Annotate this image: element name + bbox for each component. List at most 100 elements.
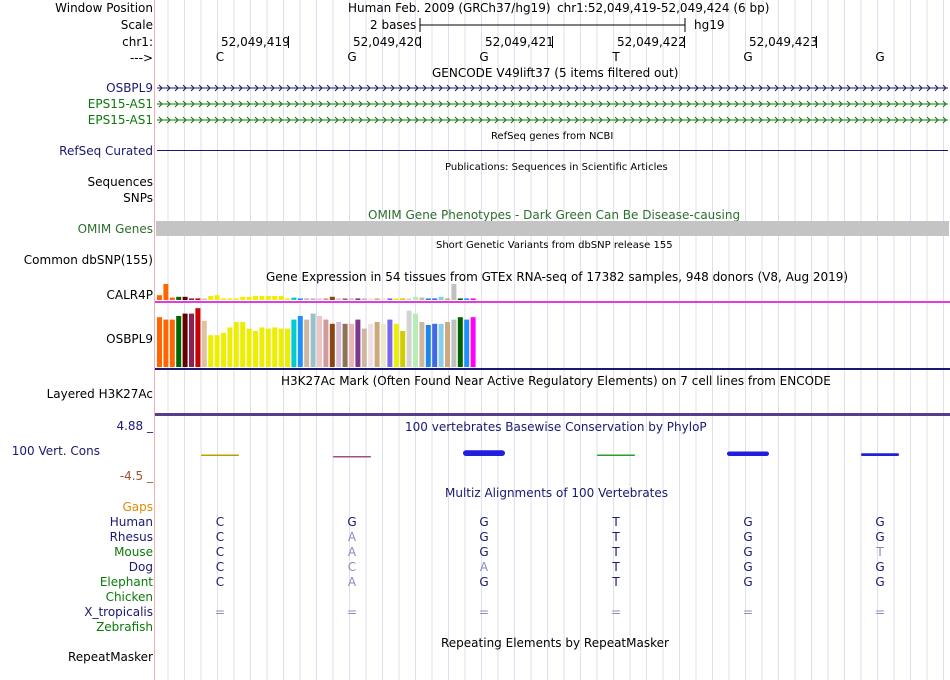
h3k27ac-track-bar[interactable] bbox=[155, 413, 950, 416]
alignment-base[interactable]: G bbox=[479, 515, 489, 529]
omim-label[interactable]: OMIM Genes bbox=[77, 222, 153, 236]
alignment-base[interactable]: T bbox=[612, 575, 620, 589]
multiz-title[interactable]: Multiz Alignments of 100 Vertebrates bbox=[445, 486, 669, 500]
alignment-base[interactable]: G bbox=[347, 515, 357, 529]
alignment-base[interactable]: A bbox=[347, 530, 357, 544]
omim-title[interactable]: OMIM Gene Phenotypes - Dark Green Can Be… bbox=[368, 208, 741, 222]
alignment-base[interactable]: G bbox=[479, 575, 489, 589]
gaps-label[interactable]: Gaps bbox=[122, 500, 153, 514]
gtex-title[interactable]: Gene Expression in 54 tissues from GTEx … bbox=[266, 270, 849, 284]
alignment-base[interactable]: T bbox=[876, 545, 884, 559]
refseq-label[interactable]: RefSeq Curated bbox=[59, 144, 153, 158]
reference-base[interactable]: T bbox=[612, 50, 620, 64]
alignment-base[interactable]: = bbox=[610, 605, 622, 619]
gene-label-eps15-as1-2[interactable]: EPS15-AS1 bbox=[87, 113, 153, 127]
alignment-base[interactable]: G bbox=[875, 560, 885, 574]
strand-arrow bbox=[430, 100, 435, 108]
strand-arrow bbox=[630, 116, 635, 124]
gtex-bar-calr4p bbox=[432, 298, 438, 300]
species-label[interactable]: Dog bbox=[128, 560, 153, 574]
h3k27ac-title[interactable]: H3K27Ac Mark (Often Found Near Active Re… bbox=[281, 374, 831, 388]
gtex-bar-calr4p bbox=[240, 296, 246, 300]
reference-base[interactable]: G bbox=[743, 50, 753, 64]
repeatmasker-label[interactable]: RepeatMasker bbox=[67, 650, 153, 664]
gtex-gene-calr4p[interactable]: CALR4P bbox=[106, 288, 153, 302]
species-label[interactable]: Zebrafish bbox=[96, 620, 153, 634]
reference-base[interactable]: G bbox=[347, 50, 357, 64]
gencode-title[interactable]: GENCODE V49lift37 (5 items filtered out) bbox=[432, 66, 679, 80]
alignment-base[interactable]: G bbox=[479, 530, 489, 544]
scale-bar bbox=[419, 18, 686, 32]
alignment-base[interactable]: G bbox=[479, 545, 489, 559]
gtex-bar-calr4p bbox=[323, 298, 329, 300]
alignment-base[interactable]: C bbox=[215, 530, 225, 544]
reference-base[interactable]: G bbox=[479, 50, 489, 64]
alignment-base[interactable]: G bbox=[743, 575, 753, 589]
gene-track-osbpl9[interactable] bbox=[157, 82, 948, 94]
gtex-gene-osbpl9[interactable]: OSBPL9 bbox=[106, 332, 153, 346]
alignment-base[interactable]: G bbox=[743, 515, 753, 529]
scale-text: 2 bases bbox=[370, 18, 417, 32]
strand-arrow bbox=[870, 116, 875, 124]
gtex-bar-osbpl9 bbox=[406, 310, 412, 367]
strand-arrow bbox=[774, 116, 779, 124]
alignment-base[interactable]: G bbox=[743, 560, 753, 574]
reference-base[interactable]: G bbox=[875, 50, 885, 64]
publications-title[interactable]: Publications: Sequences in Scientific Ar… bbox=[445, 162, 668, 173]
phylop-logo[interactable] bbox=[155, 440, 950, 470]
sequences-label[interactable]: Sequences bbox=[87, 175, 153, 189]
species-label[interactable]: Mouse bbox=[114, 545, 153, 559]
strand-arrow bbox=[878, 84, 883, 92]
strand-arrow bbox=[630, 100, 635, 108]
reference-base[interactable]: C bbox=[215, 50, 225, 64]
alignment-base[interactable]: = bbox=[346, 605, 358, 619]
alignment-base[interactable]: = bbox=[874, 605, 886, 619]
species-label[interactable]: Chicken bbox=[105, 590, 153, 604]
alignment-base[interactable]: C bbox=[347, 560, 357, 574]
snps-label[interactable]: SNPs bbox=[123, 191, 153, 205]
dbsnp-label[interactable]: Common dbSNP(155) bbox=[23, 253, 153, 267]
alignment-base[interactable]: G bbox=[743, 545, 753, 559]
alignment-base[interactable]: A bbox=[479, 560, 489, 574]
strand-arrow bbox=[318, 116, 323, 124]
alignment-base[interactable]: = bbox=[742, 605, 754, 619]
alignment-base[interactable]: T bbox=[612, 530, 620, 544]
species-label[interactable]: Elephant bbox=[99, 575, 153, 589]
alignment-base[interactable]: G bbox=[875, 530, 885, 544]
alignment-base[interactable]: = bbox=[214, 605, 226, 619]
alignment-base[interactable]: C bbox=[215, 560, 225, 574]
alignment-base[interactable]: T bbox=[612, 560, 620, 574]
species-label[interactable]: X_tropicalis bbox=[84, 605, 153, 619]
alignment-base[interactable]: G bbox=[875, 575, 885, 589]
position-readout[interactable]: chr1:52,049,419-52,049,424 (6 bp) bbox=[557, 1, 770, 15]
omim-feature-bar[interactable] bbox=[156, 221, 949, 236]
alignment-base[interactable]: G bbox=[743, 530, 753, 544]
h3k27ac-label[interactable]: Layered H3K27Ac bbox=[46, 387, 153, 401]
alignment-base[interactable]: T bbox=[612, 545, 620, 559]
alignment-base[interactable]: = bbox=[478, 605, 490, 619]
alignment-base[interactable]: G bbox=[875, 515, 885, 529]
gtex-bar-calr4p bbox=[304, 298, 310, 300]
alignment-base[interactable]: C bbox=[215, 575, 225, 589]
strand-arrow bbox=[502, 100, 507, 108]
phylop-label[interactable]: 100 Vert. Cons bbox=[11, 444, 100, 458]
phylop-title[interactable]: 100 vertebrates Basewise Conservation by… bbox=[405, 420, 707, 434]
refseq-title[interactable]: RefSeq genes from NCBI bbox=[491, 131, 614, 142]
repeatmasker-title[interactable]: Repeating Elements by RepeatMasker bbox=[441, 636, 669, 650]
alignment-base[interactable]: C bbox=[215, 515, 225, 529]
alignment-base[interactable]: C bbox=[215, 545, 225, 559]
alignment-base[interactable]: T bbox=[612, 515, 620, 529]
gene-track-eps15-as1[interactable] bbox=[157, 98, 948, 110]
gtex-expression-chart[interactable] bbox=[155, 282, 950, 370]
species-label[interactable]: Human bbox=[109, 515, 153, 529]
strand-arrow bbox=[862, 116, 867, 124]
alignment-base[interactable]: A bbox=[347, 575, 357, 589]
refseq-track-line[interactable] bbox=[157, 150, 948, 151]
strand-arrow bbox=[190, 84, 195, 92]
dbsnp-title[interactable]: Short Genetic Variants from dbSNP releas… bbox=[436, 240, 673, 251]
gene-label-osbpl9[interactable]: OSBPL9 bbox=[106, 81, 153, 95]
alignment-base[interactable]: A bbox=[347, 545, 357, 559]
gene-label-eps15-as1[interactable]: EPS15-AS1 bbox=[87, 97, 153, 111]
species-label[interactable]: Rhesus bbox=[109, 530, 153, 544]
gene-track-eps15-as1-2[interactable] bbox=[157, 114, 948, 126]
